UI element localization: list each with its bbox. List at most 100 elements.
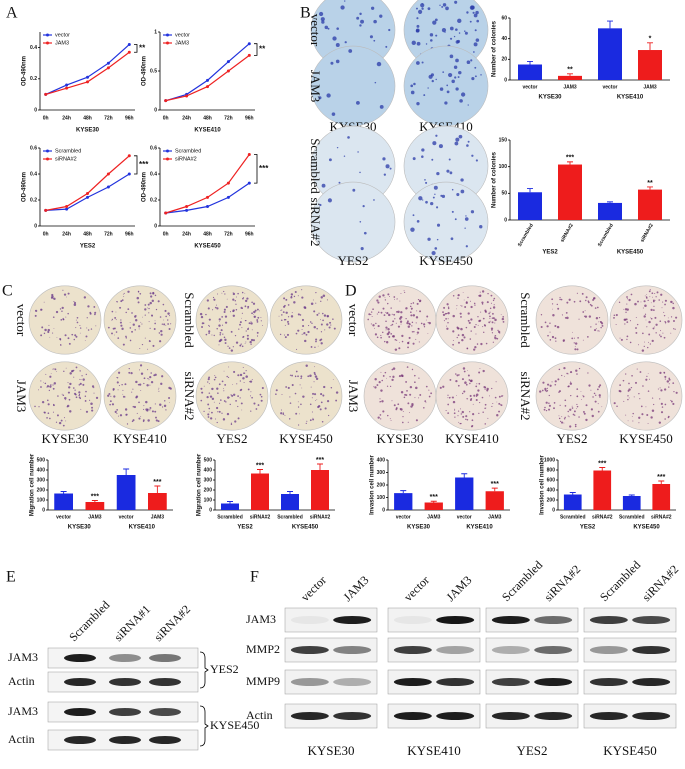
colony <box>465 326 468 329</box>
colony <box>574 345 576 347</box>
colony <box>421 61 424 64</box>
colony <box>233 370 236 373</box>
colony <box>223 336 226 339</box>
x-tick-label: 0h <box>163 231 169 237</box>
band <box>64 678 96 686</box>
colony <box>135 380 138 384</box>
colony <box>457 384 460 387</box>
error-bar <box>599 467 606 471</box>
colony <box>127 308 130 311</box>
colony <box>473 42 478 47</box>
colony <box>413 82 416 86</box>
colony <box>573 342 575 344</box>
colony <box>443 306 446 309</box>
x-tick-label: 24h <box>62 231 71 237</box>
colony <box>91 406 94 409</box>
colony <box>380 418 382 420</box>
colony <box>129 339 132 342</box>
colony <box>454 141 459 146</box>
colony <box>85 410 89 413</box>
colony <box>113 395 116 398</box>
dish <box>363 285 437 355</box>
colony <box>625 318 628 321</box>
bar <box>116 475 136 510</box>
colony <box>409 385 413 389</box>
y-axis-label: OD-490nm <box>22 56 28 86</box>
colony <box>206 395 209 399</box>
colony <box>585 418 588 422</box>
error-bar <box>257 469 263 474</box>
colony <box>84 340 86 341</box>
colony <box>331 112 336 116</box>
colony <box>489 311 491 313</box>
colony <box>138 325 141 328</box>
colony <box>572 413 575 416</box>
colony <box>576 388 579 390</box>
error-bar <box>527 60 533 65</box>
bar <box>593 470 612 510</box>
colony <box>116 381 119 384</box>
colony <box>411 403 414 406</box>
x-tick-label: siRNA#2 <box>651 514 672 520</box>
band <box>149 678 181 686</box>
band <box>109 654 141 662</box>
colony <box>672 302 674 305</box>
colony <box>163 319 164 321</box>
bracket <box>199 705 209 747</box>
colony <box>469 398 472 401</box>
colony <box>445 409 447 412</box>
colony <box>208 324 210 327</box>
colony <box>436 238 439 241</box>
colony <box>540 314 543 316</box>
colony <box>476 19 480 23</box>
x-tick-label: JAM3 <box>488 514 502 520</box>
colony <box>670 399 672 402</box>
x-tick-label: 0h <box>43 231 49 237</box>
colony <box>405 381 407 383</box>
error-bar <box>527 188 533 193</box>
colony <box>218 318 221 321</box>
colony <box>79 325 81 327</box>
colony <box>222 418 226 421</box>
colony <box>47 412 50 415</box>
colony <box>297 375 299 378</box>
colony <box>146 408 149 411</box>
colony <box>155 416 157 419</box>
colony <box>218 344 220 346</box>
colony <box>73 303 77 307</box>
colony <box>461 378 464 381</box>
colony <box>394 338 397 341</box>
colony <box>313 381 315 383</box>
colony <box>563 367 566 370</box>
colony <box>261 386 264 390</box>
colony <box>664 418 666 420</box>
group-label: KYSE450 <box>617 250 644 256</box>
colony <box>634 302 637 306</box>
colony <box>457 327 460 330</box>
colony <box>501 395 503 397</box>
colony <box>144 308 147 311</box>
colony <box>630 293 633 296</box>
panel-letter: D <box>345 283 357 300</box>
colony <box>250 410 252 412</box>
colony <box>412 214 415 217</box>
colony <box>563 418 566 420</box>
colony <box>467 319 470 322</box>
colony <box>641 349 645 352</box>
legend-marker <box>46 157 49 161</box>
colony <box>300 378 301 379</box>
colony <box>419 394 422 396</box>
colony <box>219 333 221 336</box>
colony <box>149 409 151 411</box>
colony <box>335 42 340 47</box>
colony <box>300 375 303 378</box>
colony <box>449 54 454 59</box>
colony <box>397 325 401 328</box>
colony <box>378 381 381 384</box>
colony <box>646 414 649 417</box>
colony <box>118 384 120 387</box>
colony <box>221 316 223 318</box>
point <box>65 83 69 87</box>
group-label: KYSE410 <box>129 525 156 531</box>
colony <box>447 394 449 396</box>
